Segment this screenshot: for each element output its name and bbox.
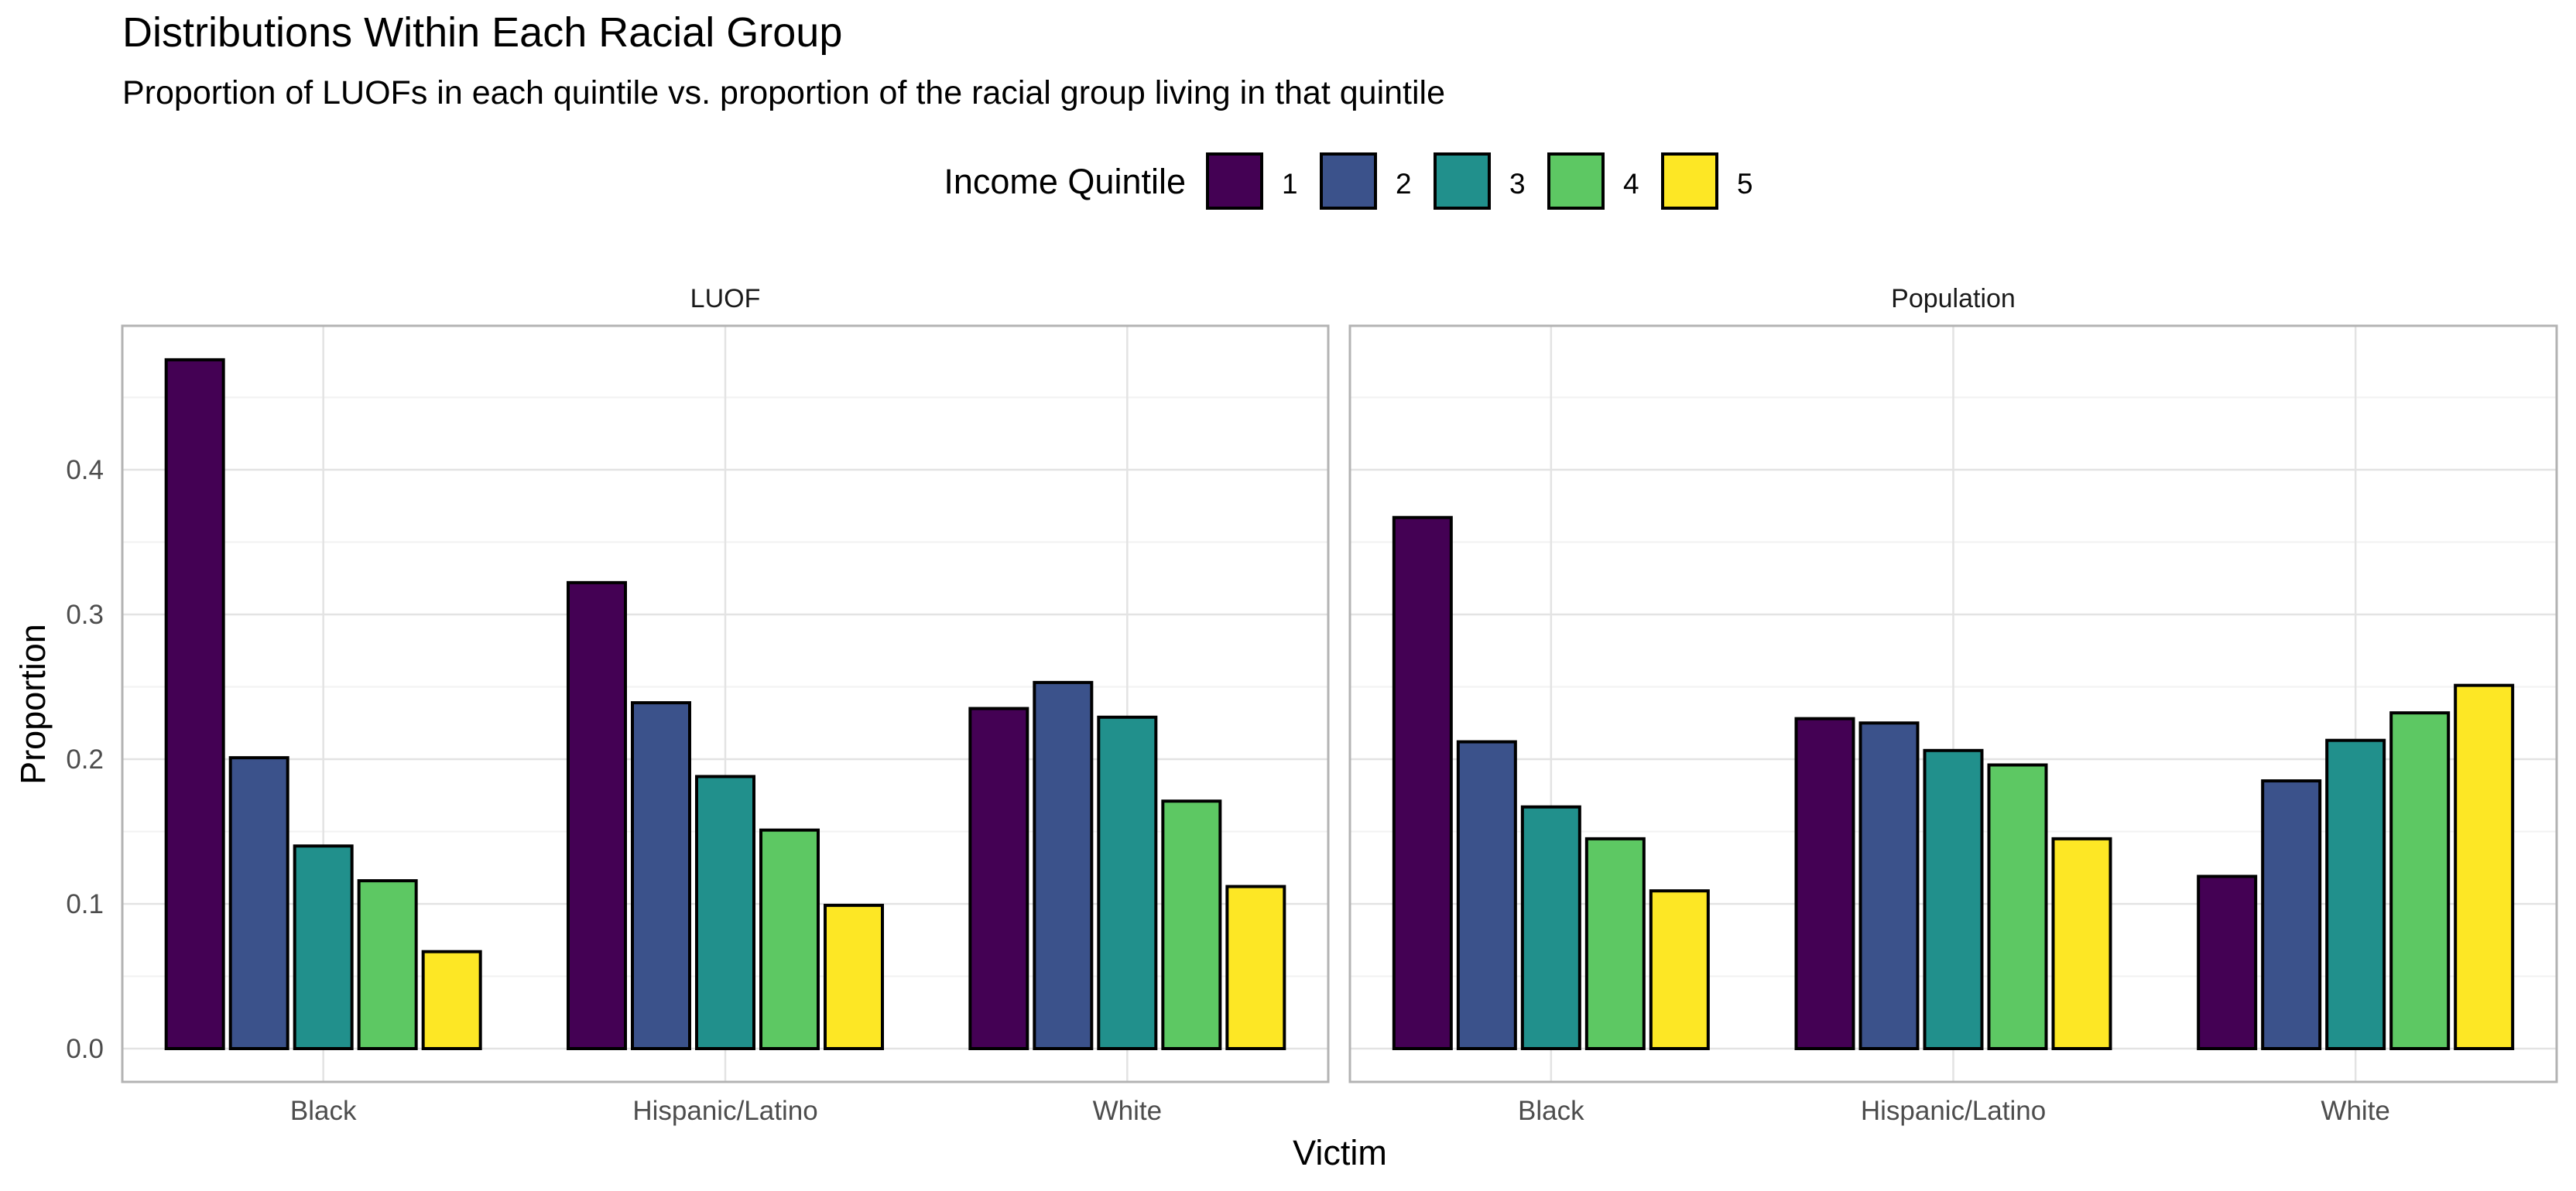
bar-population-q3-white [2325,738,2386,1050]
bar-luof-q1-white [968,707,1029,1050]
legend-label-1: 1 [1282,168,1298,200]
bar-population-q1-black [1392,515,1453,1050]
y-tick-label: 0.4 [66,455,104,485]
chart-subtitle: Proportion of LUOFs in each quintile vs.… [122,74,1445,111]
bar-population-q5-hispanic-latino [2051,837,2112,1050]
bar-luof-q4-black [357,879,418,1050]
legend-title: Income Quintile [944,162,1186,201]
legend-key-2 [1320,152,1377,210]
panel-strip-label-population: Population [1891,284,2016,313]
x-tick-label: Black [290,1096,357,1126]
panel-border [1348,324,2558,1083]
x-tick-label: Hispanic/Latino [1861,1096,2046,1126]
legend: Income Quintile 1 2 3 4 5 [944,152,1753,210]
panel-strip-label-luof: LUOF [690,284,761,313]
bar-population-q4-black [1584,837,1646,1050]
x-axis-label: Victim [1293,1133,1387,1172]
bar-population-q1-hispanic-latino [1794,717,1855,1050]
bar-population-q2-white [2261,779,2322,1050]
legend-key-1 [1206,152,1263,210]
bar-luof-q4-hispanic-latino [759,828,820,1050]
legend-key-3 [1434,152,1491,210]
y-tick-label: 0.0 [66,1034,104,1064]
bar-luof-q5-black [421,950,482,1050]
bar-luof-q2-black [228,756,289,1050]
bar-population-q3-black [1520,805,1581,1050]
bar-luof-q3-hispanic-latino [695,775,755,1050]
bar-population-q1-white [2197,874,2258,1050]
panel-luof: LUOF Black Hispanic/Latino White 0.0 0.1 0.2 0.… [66,284,1330,1126]
x-tick-label: White [2321,1096,2389,1126]
panel-border [121,324,1330,1083]
x-tick-label: Black [1518,1096,1584,1126]
y-axis-label: Proportion [13,624,53,785]
bar-population-q5-white [2454,683,2515,1050]
y-tick-label: 0.2 [66,744,104,775]
legend-label-5: 5 [1737,168,1753,200]
bar-population-q2-hispanic-latino [1858,721,1920,1050]
bar-luof-q3-white [1097,715,1158,1051]
panel-population: Population Black Hispanic/Latino White [1348,284,2558,1126]
bar-population-q4-white [2389,711,2451,1050]
bar-luof-q1-hispanic-latino [567,580,627,1050]
panels: LUOF Black Hispanic/Latino White 0.0 0.1 0.2 0.… [66,284,2558,1126]
legend-key-5 [1661,152,1718,210]
legend-label-3: 3 [1509,168,1526,200]
bar-luof-q4-white [1161,799,1222,1050]
legend-label-4: 4 [1623,168,1639,200]
bar-luof-q1-black [164,358,225,1050]
bar-population-q5-black [1649,889,1710,1051]
x-tick-label: White [1093,1096,1162,1126]
bar-luof-q2-white [1033,680,1094,1050]
bar-luof-q5-hispanic-latino [824,903,884,1050]
bar-population-q4-hispanic-latino [1987,763,2048,1050]
legend-label-2: 2 [1396,168,1412,200]
x-tick-label: Hispanic/Latino [632,1096,817,1126]
legend-items: 1 2 3 4 5 [1206,152,1753,210]
bar-luof-q5-white [1225,885,1286,1051]
chart-title: Distributions Within Each Racial Group [122,9,842,56]
legend-key-4 [1547,152,1605,210]
y-tick-label: 0.1 [66,889,104,919]
bar-luof-q3-black [293,844,354,1050]
bar-population-q2-black [1456,740,1517,1050]
bar-population-q3-hispanic-latino [1923,748,1984,1051]
y-tick-label: 0.3 [66,600,104,630]
bar-luof-q2-hispanic-latino [631,701,691,1050]
